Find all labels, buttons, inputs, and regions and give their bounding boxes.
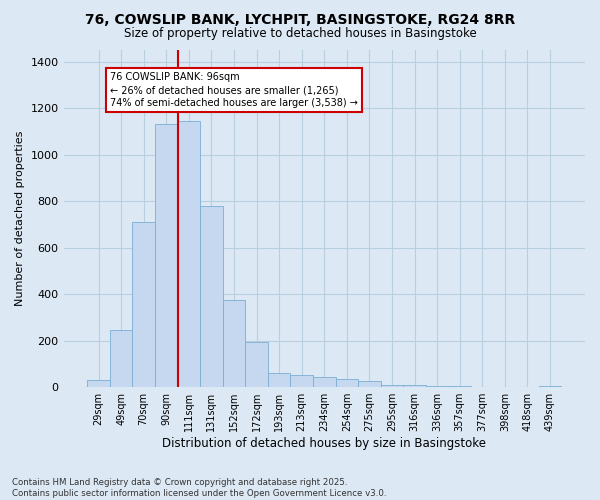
Text: Size of property relative to detached houses in Basingstoke: Size of property relative to detached ho… (124, 28, 476, 40)
Bar (448, 386, 471, 387)
Bar (178, 121, 200, 387)
Text: 76, COWSLIP BANK, LYCHPIT, BASINGSTOKE, RG24 8RR: 76, COWSLIP BANK, LYCHPIT, BASINGSTOKE, … (85, 12, 515, 26)
Bar (200, 206, 223, 387)
Bar (155, 124, 178, 387)
Bar (426, 386, 448, 387)
Bar (245, 342, 268, 387)
Y-axis label: Number of detached properties: Number of detached properties (15, 131, 25, 306)
Bar (539, 386, 561, 387)
Bar (290, 376, 313, 387)
Bar (87, 380, 110, 387)
Text: Contains HM Land Registry data © Crown copyright and database right 2025.
Contai: Contains HM Land Registry data © Crown c… (12, 478, 386, 498)
Bar (358, 382, 381, 387)
Bar (268, 373, 290, 387)
Bar (335, 379, 358, 387)
Bar (403, 385, 426, 387)
Bar (313, 376, 335, 387)
Bar (133, 222, 155, 387)
Bar (223, 300, 245, 387)
X-axis label: Distribution of detached houses by size in Basingstoke: Distribution of detached houses by size … (162, 437, 486, 450)
Bar (381, 385, 403, 387)
Text: 76 COWSLIP BANK: 96sqm
← 26% of detached houses are smaller (1,265)
74% of semi-: 76 COWSLIP BANK: 96sqm ← 26% of detached… (110, 72, 358, 108)
Bar (110, 330, 133, 387)
